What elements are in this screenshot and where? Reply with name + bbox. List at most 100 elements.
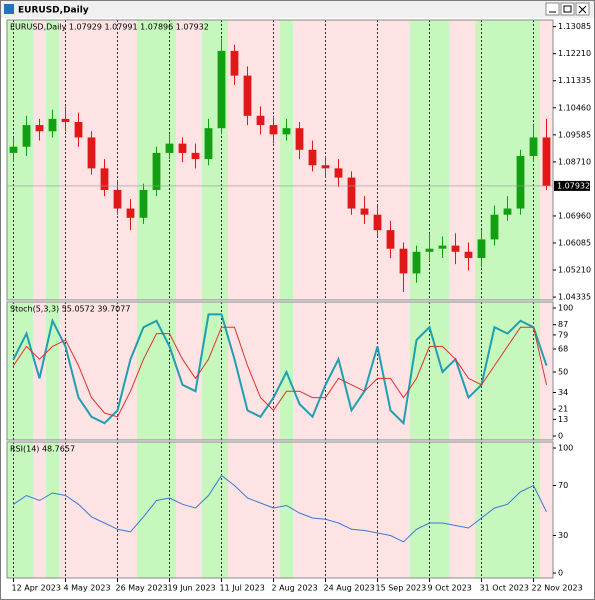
candle-body (269, 125, 278, 135)
candle-body (61, 118, 70, 122)
y-tick-label: 34 (558, 388, 568, 397)
day-shade (345, 20, 358, 300)
day-shade (436, 442, 449, 578)
day-shade (410, 442, 423, 578)
y-tick-label: 1.08710 (558, 157, 591, 166)
candle-body (191, 152, 200, 160)
x-tick-label: 24 Aug 2023 (324, 584, 375, 593)
day-shade (449, 302, 462, 440)
x-tick-label: 9 Oct 2023 (428, 584, 472, 593)
panel-label: Stoch(5,3,3) 55.0572 39.7077 (10, 305, 130, 314)
window-icon (4, 4, 14, 14)
y-tick-label: 50 (558, 368, 568, 377)
y-tick-label: 100 (558, 304, 573, 313)
candle-body (308, 149, 317, 166)
candle-body (126, 208, 135, 218)
day-shade (501, 20, 514, 300)
panel-label: EURUSD,Daily 1.07929 1.07991 1.07896 1.0… (10, 23, 209, 32)
y-tick-label: 1.06085 (558, 238, 591, 247)
day-shade (150, 302, 163, 440)
y-tick-label: 68 (558, 344, 568, 353)
y-tick-label: 1.13085 (558, 22, 591, 31)
candle-body (347, 177, 356, 209)
window-buttons[interactable] (545, 2, 590, 16)
day-shade (72, 20, 85, 300)
candle-body (22, 125, 31, 147)
day-shade (98, 302, 111, 440)
day-shade (332, 302, 345, 440)
day-shade (449, 20, 462, 300)
x-tick-label: 12 Apr 2023 (12, 584, 61, 593)
candle-body (35, 125, 44, 132)
series-line (13, 326, 547, 418)
day-shade (306, 302, 319, 440)
x-tick-label: 31 Oct 2023 (480, 584, 529, 593)
candle-body (438, 245, 447, 249)
panel-label: RSI(14) 48.7657 (10, 445, 75, 454)
candle-body (516, 155, 525, 209)
candle-body (243, 75, 252, 116)
minimize-button[interactable] (545, 2, 560, 16)
day-shade (254, 302, 267, 440)
day-shade (33, 20, 46, 300)
candle-body (529, 137, 538, 156)
title-bar (1, 1, 594, 18)
day-shade (540, 302, 553, 440)
close-glyph (578, 5, 587, 14)
candle-body (425, 248, 434, 252)
y-tick-label: 100 (558, 444, 573, 453)
day-shade (462, 442, 475, 578)
y-tick-label: 1.09585 (558, 130, 591, 139)
candle-body (48, 118, 57, 132)
day-shade (202, 442, 215, 578)
y-tick-label: 0 (558, 432, 563, 441)
day-shade (124, 302, 137, 440)
candle-body (334, 168, 343, 178)
day-shade (488, 302, 501, 440)
day-shade (254, 442, 267, 578)
day-shade (33, 302, 46, 440)
day-shade (72, 302, 85, 440)
series-line (12, 313, 548, 426)
day-shade (332, 442, 345, 578)
y-tick-label: 1.12210 (558, 49, 591, 58)
day-shade (280, 20, 293, 300)
day-shade (540, 442, 553, 578)
day-shade (358, 20, 371, 300)
day-shade (501, 442, 514, 578)
price-marker-box (554, 180, 590, 191)
candle-body (282, 128, 291, 135)
day-shade (436, 20, 449, 300)
day-shade (85, 442, 98, 578)
candle-body (100, 168, 109, 190)
candle-body (399, 248, 408, 274)
day-shade (241, 442, 254, 578)
day-shade (137, 20, 150, 300)
day-shade (449, 442, 462, 578)
candle-body (321, 165, 330, 169)
candle-body (295, 128, 304, 150)
day-shade (462, 20, 475, 300)
y-tick-label: 1.10460 (558, 103, 591, 112)
day-shade (137, 442, 150, 578)
candle-body (451, 245, 460, 252)
day-shade (46, 442, 59, 578)
day-shade (384, 442, 397, 578)
day-shade (124, 442, 137, 578)
day-shade (488, 442, 501, 578)
day-shade (241, 302, 254, 440)
day-shade (189, 302, 202, 440)
candle-body (152, 152, 161, 190)
y-tick-label: 1.05210 (558, 266, 591, 275)
candle-body (477, 239, 486, 258)
window-title: EURUSD,Daily (18, 6, 89, 16)
day-shade (124, 20, 137, 300)
day-shade (228, 442, 241, 578)
day-shade (462, 302, 475, 440)
y-tick-label: 13 (558, 415, 568, 424)
day-shade (202, 302, 215, 440)
candle-body (542, 137, 551, 186)
candle-body (113, 189, 122, 209)
maximize-button[interactable] (560, 2, 575, 16)
